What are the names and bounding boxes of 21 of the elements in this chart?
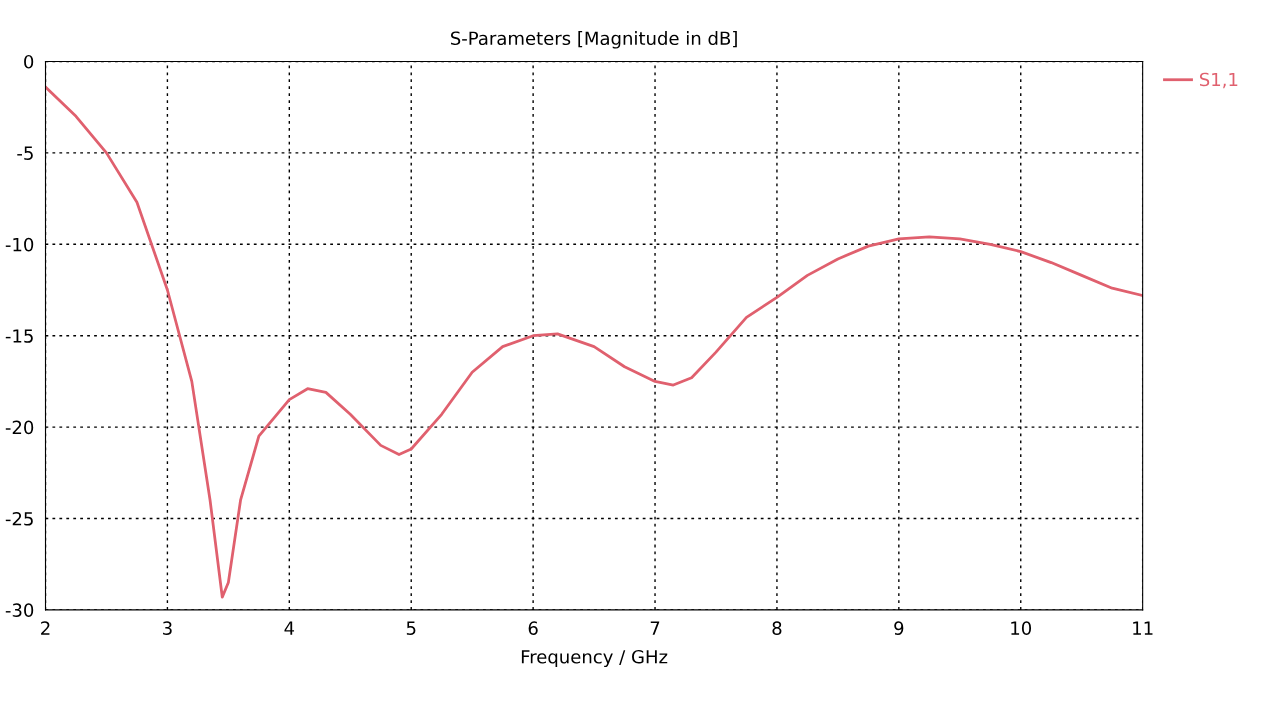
x-axis-title: Frequency / GHz xyxy=(521,649,668,668)
x-tick-label: 9 xyxy=(894,621,904,635)
x-tick-label: 10 xyxy=(1011,621,1032,635)
y-tick-label: -10 xyxy=(5,237,34,252)
x-tick-label: 7 xyxy=(650,621,660,635)
x-tick-label: 4 xyxy=(284,621,295,635)
line-series xyxy=(45,85,1143,599)
x-tick-label: 5 xyxy=(406,621,416,635)
legend-label: S1,1 xyxy=(1199,72,1238,89)
y-tick-label: -5 xyxy=(17,146,33,161)
y-tick-label: -25 xyxy=(5,511,33,526)
y-tick-label: 0 xyxy=(24,54,34,69)
y-tick-label: -15 xyxy=(5,329,33,343)
chart-title: S-Parameters [Magnitude in dB] xyxy=(450,31,737,49)
y-tick-label: -30 xyxy=(5,603,34,618)
y-tick-label: -20 xyxy=(5,420,34,435)
x-tick-label: 6 xyxy=(528,621,538,635)
x-tick-label: 8 xyxy=(772,621,782,635)
x-tick-label: 2 xyxy=(41,621,50,635)
x-tick-label: 3 xyxy=(163,621,172,635)
x-tick-label: 11 xyxy=(1133,621,1153,635)
